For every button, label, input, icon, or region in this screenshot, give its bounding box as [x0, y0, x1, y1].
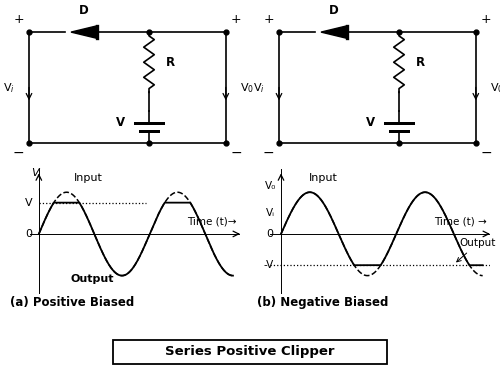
Text: −: − [480, 146, 492, 160]
Text: Output: Output [70, 274, 114, 284]
Text: Output: Output [456, 238, 496, 262]
Text: (a) Positive Biased: (a) Positive Biased [10, 296, 134, 309]
Text: −: − [230, 146, 242, 160]
Text: Time (t) →: Time (t) → [434, 216, 487, 226]
FancyBboxPatch shape [113, 340, 387, 364]
Text: V$_0$: V$_0$ [490, 81, 500, 95]
Text: +: + [230, 13, 241, 26]
Text: Input: Input [74, 173, 103, 183]
Text: +: + [14, 13, 24, 26]
Text: 0: 0 [26, 229, 32, 239]
Text: (b) Negative Biased: (b) Negative Biased [257, 296, 388, 309]
Text: +: + [480, 13, 491, 26]
Text: V$_0$: V$_0$ [240, 81, 254, 95]
Text: −: − [262, 146, 274, 160]
Text: Vᵢ: Vᵢ [266, 208, 276, 218]
Polygon shape [321, 26, 347, 39]
Text: Series Positive Clipper: Series Positive Clipper [165, 345, 335, 358]
Text: 0: 0 [266, 229, 274, 239]
Text: Time (t)→: Time (t)→ [187, 216, 236, 226]
Text: V: V [366, 116, 375, 129]
Text: D: D [80, 4, 89, 17]
Text: V$_i$: V$_i$ [3, 81, 14, 95]
Text: V: V [116, 116, 125, 129]
Text: D: D [330, 4, 339, 17]
Text: R: R [166, 56, 175, 69]
Text: −: − [12, 146, 24, 160]
Text: V$_i$: V$_i$ [253, 81, 264, 95]
Text: -V: -V [263, 260, 274, 270]
Text: V: V [32, 169, 39, 178]
Text: +: + [264, 13, 274, 26]
Polygon shape [71, 26, 98, 39]
Text: R: R [416, 56, 425, 69]
Text: V: V [25, 198, 32, 208]
Text: V₀: V₀ [265, 181, 276, 191]
Text: Input: Input [308, 173, 338, 183]
